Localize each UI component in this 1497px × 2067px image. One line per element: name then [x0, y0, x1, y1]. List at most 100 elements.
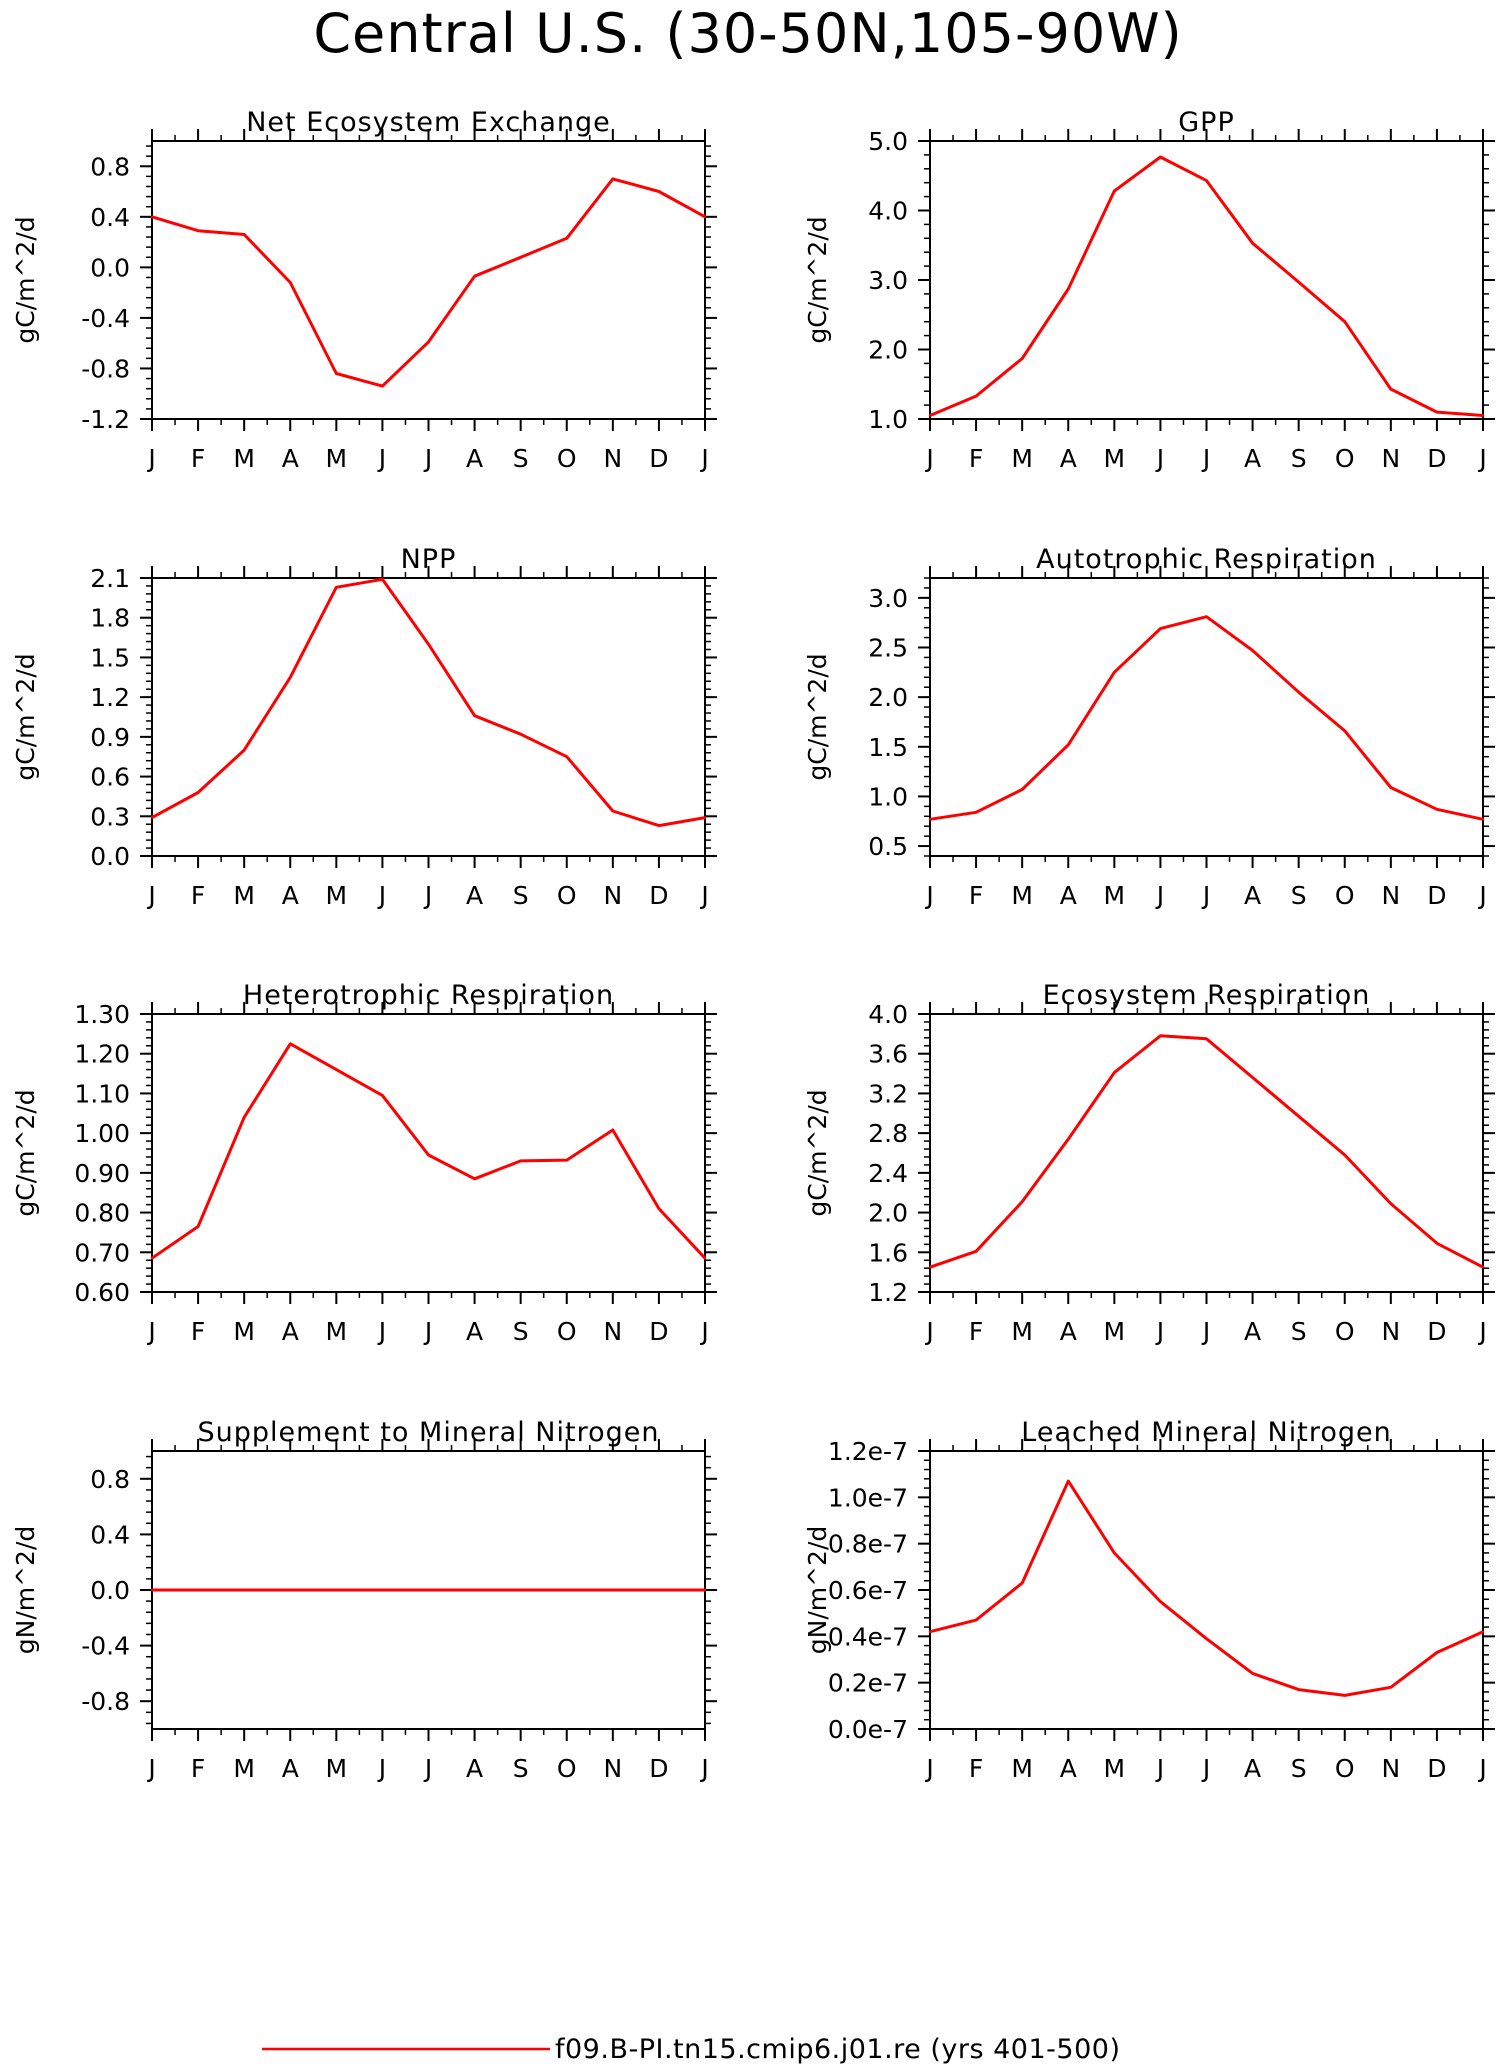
x-tick-label: S: [1291, 881, 1307, 910]
x-tick-label: A: [1244, 1754, 1261, 1783]
y-axis-label: gC/m^2/d: [803, 653, 832, 780]
x-tick-label: S: [513, 1754, 529, 1783]
data-point: [1389, 786, 1393, 789]
data-point: [974, 1250, 978, 1253]
x-tick-label: J: [924, 444, 933, 473]
y-tick-label: 0.0e-7: [828, 1715, 908, 1744]
data-point: [196, 1225, 200, 1228]
x-tick-label: J: [1477, 1317, 1486, 1346]
x-tick-label: J: [146, 881, 155, 910]
data-point: [335, 1588, 338, 1592]
data-point: [1481, 1265, 1485, 1269]
x-tick-label: A: [1244, 444, 1261, 473]
data-point: [1205, 1637, 1208, 1640]
data-point: [473, 275, 476, 278]
data-point: [928, 414, 932, 417]
y-tick-label: 0.4: [90, 1520, 130, 1549]
y-tick-label: 1.20: [74, 1040, 130, 1069]
x-tick-label: D: [649, 1317, 668, 1346]
y-tick-label: 4.0: [868, 197, 908, 226]
data-point: [1389, 1202, 1393, 1205]
x-tick-label: S: [513, 444, 529, 473]
y-tick-label: 1.2: [90, 683, 130, 712]
x-tick-label: O: [1335, 1754, 1355, 1783]
data-point: [242, 1116, 246, 1119]
x-tick-label: D: [1427, 881, 1446, 910]
series-line: [151, 1042, 707, 1260]
x-tick-label: A: [282, 1754, 299, 1783]
x-tick-label: O: [557, 444, 577, 473]
data-point: [427, 1588, 430, 1592]
x-tick-label: D: [649, 444, 668, 473]
data-point: [565, 1158, 568, 1162]
x-tick-label: N: [1381, 1317, 1400, 1346]
data-point: [1159, 1034, 1162, 1038]
y-axis-label: gC/m^2/d: [11, 1089, 40, 1216]
x-tick-label: A: [282, 881, 299, 910]
x-tick-label: O: [557, 881, 577, 910]
data-point: [1067, 743, 1070, 746]
data-point: [1020, 1581, 1024, 1585]
data-point: [381, 1094, 384, 1097]
data-point: [1343, 320, 1346, 323]
data-point: [335, 372, 338, 375]
y-tick-label: 1.2e-7: [828, 1437, 908, 1466]
x-tick-label: J: [1155, 444, 1164, 473]
data-point: [703, 215, 707, 219]
x-tick-label: A: [1244, 881, 1261, 910]
data-point: [381, 1588, 384, 1592]
data-point: [1159, 1600, 1162, 1603]
x-tick-label: N: [603, 881, 622, 910]
y-tick-label: 1.6: [868, 1238, 908, 1267]
x-tick-label: O: [557, 1754, 577, 1783]
y-tick-label: -0.4: [81, 304, 130, 333]
series-line: [929, 615, 1484, 821]
y-tick-label: 4.0: [868, 1000, 908, 1029]
data-point: [519, 733, 522, 736]
data-point: [703, 1257, 707, 1260]
data-point: [150, 1588, 154, 1592]
x-tick-label: J: [1155, 1317, 1164, 1346]
x-tick-label: J: [1477, 444, 1486, 473]
x-tick-label: J: [1155, 1754, 1164, 1783]
data-point: [196, 791, 200, 794]
data-point: [657, 824, 661, 827]
y-tick-label: 0.0: [90, 842, 130, 871]
y-axis-label: gC/m^2/d: [803, 216, 832, 343]
x-tick-label: D: [649, 881, 668, 910]
x-tick-label: M: [1104, 881, 1126, 910]
y-tick-label: -0.8: [81, 354, 130, 383]
y-axis-label: gN/m^2/d: [11, 1526, 40, 1655]
y-tick-label: 1.5: [90, 643, 130, 672]
data-point: [150, 1257, 154, 1260]
y-tick-label: -0.4: [81, 1632, 130, 1661]
x-tick-label: F: [969, 881, 983, 910]
data-point: [1067, 1479, 1070, 1483]
data-point: [928, 1630, 932, 1633]
x-tick-label: J: [423, 881, 432, 910]
x-tick-label: J: [699, 1317, 708, 1346]
data-point: [1205, 615, 1208, 618]
x-tick-label: J: [377, 1317, 386, 1346]
data-point: [242, 233, 246, 236]
x-tick-label: S: [1291, 1317, 1307, 1346]
data-point: [974, 811, 978, 814]
y-tick-label: 0.9: [90, 723, 130, 752]
y-tick-label: 0.4e-7: [828, 1622, 908, 1651]
x-tick-label: J: [423, 1754, 432, 1783]
series-line: [929, 155, 1484, 417]
x-tick-label: A: [466, 1754, 483, 1783]
y-tick-label: -1.2: [81, 405, 130, 434]
x-tick-label: N: [1381, 881, 1400, 910]
x-tick-label: M: [1104, 1754, 1126, 1783]
x-tick-label: J: [924, 1754, 933, 1783]
y-tick-label: 0.0: [90, 253, 130, 282]
data-point: [519, 1159, 522, 1163]
x-tick-label: J: [1201, 1317, 1210, 1346]
data-point: [289, 1588, 292, 1592]
data-point: [1343, 1694, 1346, 1697]
